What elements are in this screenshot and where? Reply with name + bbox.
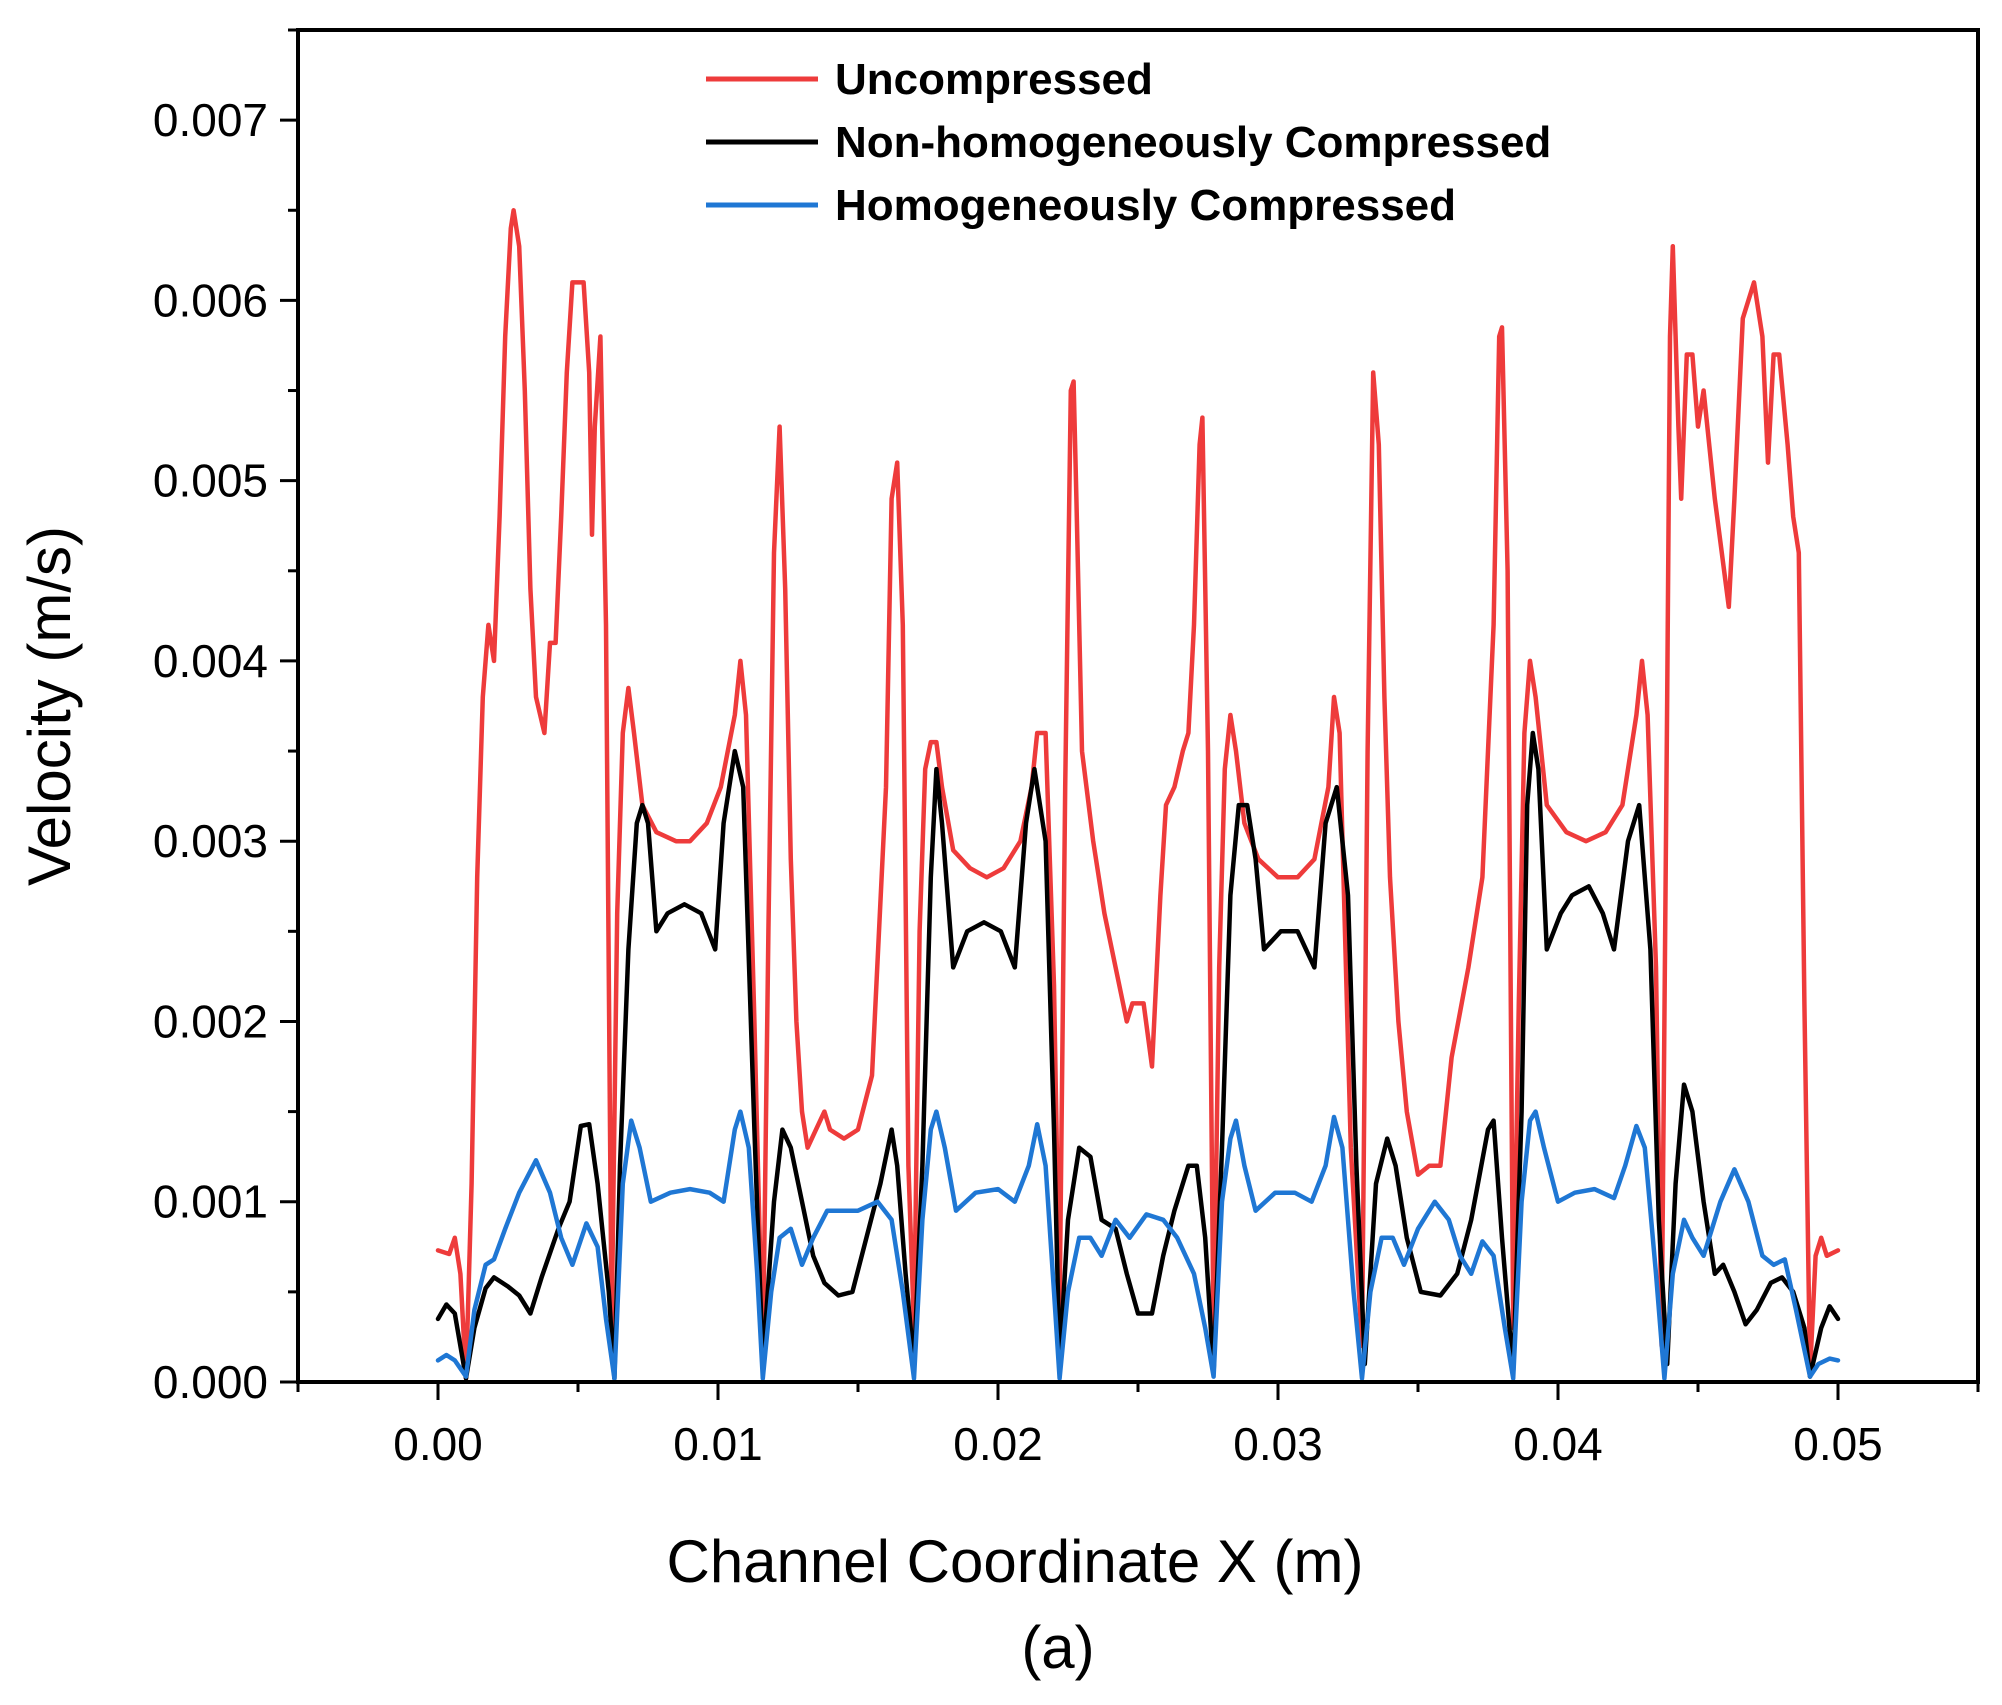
y-tick-label: 0.002 xyxy=(153,995,268,1047)
y-tick-label: 0.000 xyxy=(153,1356,268,1408)
y-tick-label: 0.005 xyxy=(153,455,268,507)
y-tick-label: 0.007 xyxy=(153,94,268,146)
series-line-non-homogeneously-compressed xyxy=(435,730,1841,1381)
y-tick-label: 0.004 xyxy=(153,635,268,687)
x-tick-label: 0.04 xyxy=(1513,1418,1603,1470)
y-tick-label: 0.001 xyxy=(153,1176,268,1228)
x-axis-title: Channel Coordinate X (m) xyxy=(666,1528,1363,1595)
legend-label-homogeneously-compressed: Homogeneously Compressed xyxy=(835,181,1456,230)
series-line-homogeneously-compressed xyxy=(435,1109,1841,1381)
legend: Uncompressed Non-homogeneously Compresse… xyxy=(706,55,1551,230)
x-tick-label: 0.03 xyxy=(1233,1418,1323,1470)
y-axis-title: Velocity (m/s) xyxy=(16,526,83,886)
x-tick-label: 0.02 xyxy=(953,1418,1043,1470)
x-tick-label: 0.05 xyxy=(1793,1418,1883,1470)
legend-label-uncompressed: Uncompressed xyxy=(835,55,1153,104)
panel-label: (a) xyxy=(1021,1614,1094,1681)
y-tick-label: 0.003 xyxy=(153,815,268,867)
series-line-uncompressed xyxy=(435,208,1841,1381)
legend-label-non-homogeneously-compressed: Non-homogeneously Compressed xyxy=(835,118,1551,167)
x-tick-label: 0.01 xyxy=(673,1418,763,1470)
y-tick-label: 0.006 xyxy=(153,274,268,326)
x-tick-label: 0.00 xyxy=(393,1418,483,1470)
